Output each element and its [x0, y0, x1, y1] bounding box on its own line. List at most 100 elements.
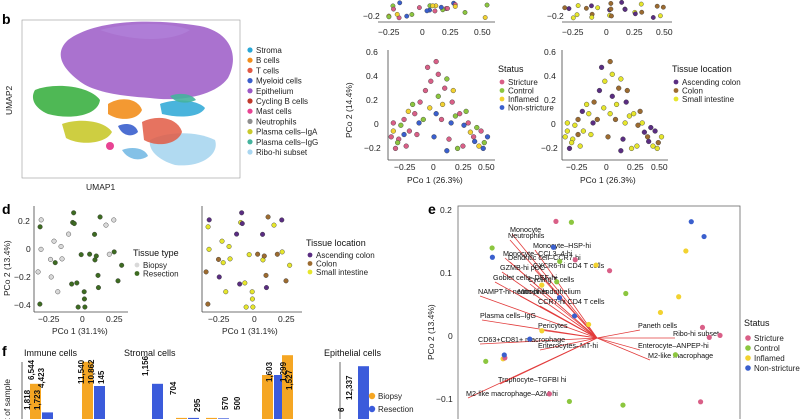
c-status-legend-item-label: Control: [508, 87, 534, 96]
d-type-legend-item-label: Biopsy: [143, 261, 167, 270]
c-loc-point: [569, 140, 575, 146]
c-status-point: [410, 101, 416, 108]
c-status-point: [465, 120, 471, 126]
c-loc-point: [641, 129, 647, 135]
f-legend-item-label: Biopsy: [378, 392, 402, 401]
c-top-ytick-right: −0.2: [547, 11, 564, 21]
c-status-point: [438, 116, 445, 123]
c-loc-point: [639, 120, 645, 126]
f-bar-label: 11,540: [77, 359, 86, 384]
d-type-xtick-1: 0: [80, 314, 85, 324]
d-type-point: [74, 280, 80, 286]
panel-f-letter: f: [2, 343, 7, 359]
d-loc-legend-title: Tissue location: [306, 238, 366, 248]
c-loc-legend-item-swatch: [673, 96, 679, 102]
f-legend-item-swatch: [368, 405, 376, 413]
umap-legend-item-label: Ribo-hi subset: [256, 148, 308, 157]
d-type-point: [59, 256, 65, 262]
d-type-point: [38, 217, 44, 223]
e-legend-item-label: Inflamed: [754, 354, 785, 363]
c-loc-point: [586, 111, 592, 117]
c-loc-point: [579, 108, 585, 114]
f-bar-biopsy: [82, 361, 93, 419]
f-bar-label: 4,423: [37, 367, 46, 388]
d-type-point: [71, 221, 77, 227]
d-loc-point: [242, 280, 248, 286]
f-bar-label: 1,527: [285, 369, 294, 390]
e-point: [554, 279, 560, 285]
e-point: [556, 295, 563, 301]
umap-cluster-igg2: [170, 93, 196, 103]
c-status-xtick-1: 0: [431, 162, 436, 172]
e-point: [676, 294, 682, 300]
c-loc-point: [584, 101, 590, 108]
d-type-point: [71, 210, 77, 216]
c-loc-xlabel: PCo 1 (26.3%): [580, 175, 636, 185]
c-top-point: [609, 13, 614, 19]
umap-legend-item-swatch: [247, 129, 253, 135]
d-loc-point: [265, 214, 271, 220]
c-loc-legend-item-label: Colon: [682, 87, 703, 96]
c-status-point: [422, 87, 429, 94]
c-top-point: [404, 13, 410, 19]
d-type-ylabel: PCo 2 (13.4%): [2, 240, 12, 296]
c-status-point: [412, 111, 418, 117]
umap-legend-item-label: Stroma: [256, 46, 282, 55]
e-vector-line: [539, 305, 598, 339]
e-vector-line: [596, 337, 641, 351]
f-bar-label: 10,862: [87, 359, 96, 384]
f-bar-biopsy: [176, 417, 187, 419]
c-status-point: [433, 58, 439, 65]
e-point: [539, 328, 545, 334]
c-loc-point: [620, 136, 626, 142]
f-bars: 6,544 4,423 1,818 1,723 11,540 10,862 145 1,156…: [23, 355, 369, 419]
c-top-point: [622, 7, 628, 12]
c-status-ytick-3: 0: [374, 119, 379, 129]
e-point: [553, 218, 559, 224]
umap-legend-item-swatch: [247, 78, 253, 84]
e-ytick-3: −0.1: [436, 394, 453, 404]
c-loc-point: [618, 76, 624, 82]
panel-b-letter: b: [2, 11, 11, 27]
panel-d-letter: d: [2, 201, 11, 217]
c-status-ytick-2: 0.2: [366, 95, 378, 105]
c-status-point: [452, 113, 459, 119]
d-loc-point: [239, 210, 245, 216]
e-vector-label: M2-like macrophage–A2M-hi: [466, 389, 558, 398]
c-location-plot: 0.6 0.4 0.2 0 −0.2 −0.25 0 0.25 0.50 PCo…: [541, 47, 741, 185]
c-status-point: [444, 148, 450, 154]
c-top-point: [589, 14, 595, 20]
d-type-point: [103, 222, 109, 228]
d-loc-point: [271, 222, 277, 228]
e-vector-label: Dendritic cell–CCR7-hi: [508, 253, 581, 262]
f-bar-label: 145: [97, 370, 106, 384]
c-status-point: [457, 111, 463, 117]
c-loc-xtick-3: 0.50: [651, 162, 668, 172]
d-loc-point: [226, 244, 232, 250]
umap-xlabel: UMAP1: [86, 182, 116, 192]
c-top-point: [583, 5, 589, 11]
d-type-legend-item-swatch: [134, 271, 140, 276]
d-loc-point: [203, 269, 209, 275]
e-frame: [457, 205, 741, 419]
d-loc-point: [249, 289, 255, 295]
c-top-xtick-2: 0: [420, 27, 425, 37]
c-loc-point: [594, 116, 600, 123]
c-loc-point: [602, 78, 608, 84]
umap-ylabel: UMAP2: [4, 85, 14, 115]
e-vector-label: Trophocyte–TGFBI hi: [498, 375, 567, 384]
d-type-legend-title: Tissue type: [133, 248, 179, 258]
e-legend-item-swatch: [745, 335, 751, 341]
e-legend-item-label: Non-stricture: [754, 364, 800, 373]
umap-legend-item-swatch: [247, 98, 253, 104]
e-point: [557, 258, 563, 265]
d-type-legend-item-label: Resection: [143, 270, 179, 279]
d-type-xlabel: PCo 1 (31.1%): [52, 326, 108, 336]
e-vector-label: Enterocyte–ANPEP-hi: [638, 341, 709, 350]
f-bar-label: 1,818: [23, 389, 32, 410]
c-loc-point: [572, 122, 578, 128]
d-type-point: [87, 251, 93, 257]
f-bar-resection: [42, 412, 53, 419]
